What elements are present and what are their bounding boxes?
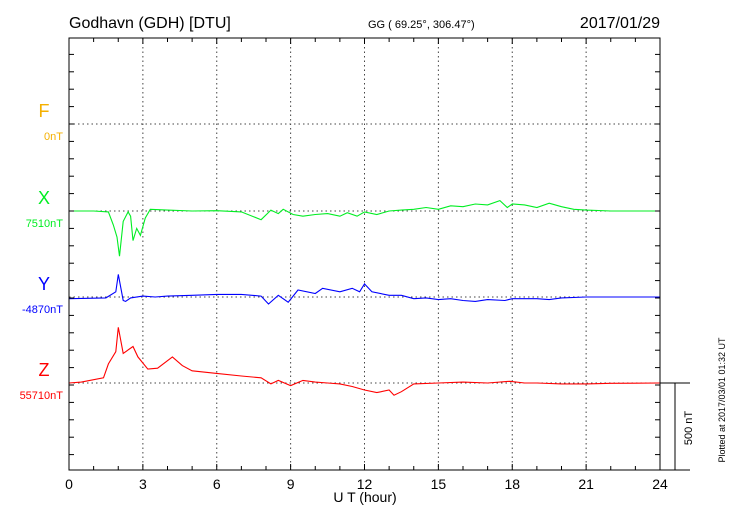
plotted-at-label: Plotted at 2017/03/01 01:32 UT (717, 337, 727, 463)
x-tick-label: 21 (578, 476, 594, 492)
x-tick-label: 24 (652, 476, 668, 492)
series-labels: F 0nT X 7510nT Y -4870nT Z 55710nT (20, 101, 64, 402)
x-tick-label: 12 (357, 476, 373, 492)
x-tick-label: 0 (65, 476, 73, 492)
scale-bar: 500 nT (660, 382, 695, 471)
series-name-z: Z (39, 360, 50, 380)
x-tick-label: 6 (213, 476, 221, 492)
x-tick-label: 3 (139, 476, 147, 492)
axis-ticks (68, 38, 661, 470)
series-baseline-y: -4870nT (22, 304, 63, 316)
grid (69, 38, 660, 470)
series-name-x: X (38, 188, 50, 208)
series-name-y: Y (38, 274, 50, 294)
station-title: Godhavn (GDH) [DTU] (69, 15, 231, 32)
date-label: 2017/01/29 (580, 15, 660, 32)
series-baseline-z: 55710nT (20, 390, 64, 402)
series-baseline-x: 7510nT (26, 218, 64, 230)
trace-x (69, 199, 660, 257)
series-baseline-f: 0nT (44, 131, 63, 143)
series-name-f: F (39, 101, 50, 121)
trace-z (68, 327, 661, 396)
trace-y (68, 274, 660, 305)
x-tick-label: 9 (287, 476, 295, 492)
traces (68, 199, 661, 396)
x-tick-label: 15 (431, 476, 447, 492)
x-tick-label: 18 (504, 476, 520, 492)
station-coords: GG ( 69.25°, 306.47°) (368, 19, 475, 31)
scale-bar-label: 500 nT (683, 411, 695, 446)
x-tick-labels: 0 3 6 9 12 15 18 21 24 (65, 476, 668, 492)
x-axis-label: U T (hour) (333, 489, 396, 505)
